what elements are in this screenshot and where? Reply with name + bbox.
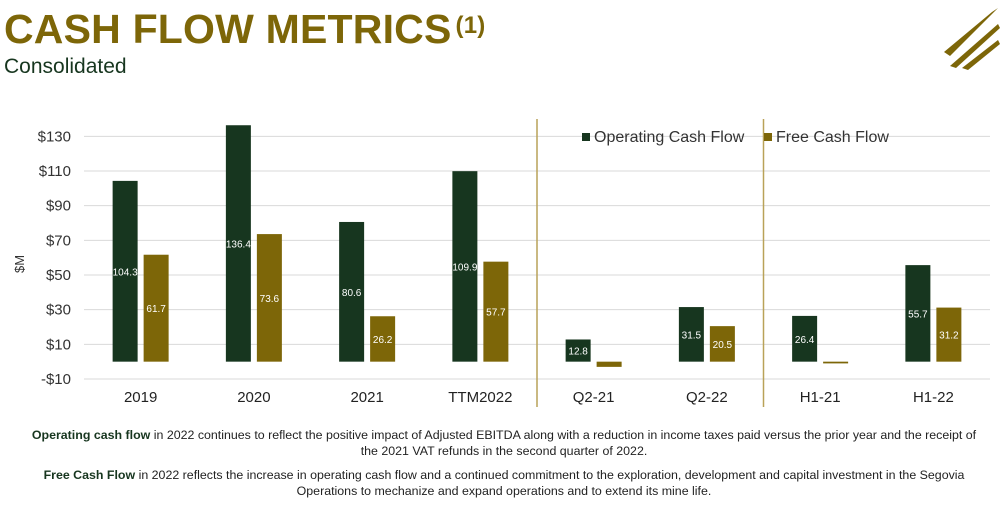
free-cash-flow-bar: [596, 361, 622, 367]
operating-cash-flow-bar: [225, 125, 251, 362]
legend-swatch: [764, 133, 772, 141]
legend: Operating Cash Flow Free Cash Flow: [582, 129, 889, 146]
operating-cash-flow-bar: [678, 307, 704, 362]
note-lead: Operating cash flow: [31, 428, 151, 442]
data-label: 26.4: [795, 335, 815, 346]
operating-cash-flow-bar: [112, 180, 138, 362]
data-label: 104.3: [113, 267, 138, 278]
free-cash-flow-bar: [483, 261, 509, 362]
data-label: 136.4: [226, 239, 251, 250]
legend-swatch: [582, 133, 590, 141]
x-tick-label: H1-22: [913, 389, 954, 406]
y-tick-label: -$10: [41, 371, 71, 388]
footnote-marker: (1): [455, 12, 486, 39]
x-tick-label: Q2-22: [686, 389, 728, 406]
y-axis: -$10 $10 $30 $50 $70 $90 $110 $130: [38, 128, 71, 388]
data-label: 20.5: [713, 340, 733, 351]
note-lead: Free Cash Flow: [43, 468, 136, 482]
operating-cash-flow-note: Operating cash flow in 2022 continues to…: [8, 427, 1000, 459]
y-tick-label: $90: [46, 198, 71, 215]
data-label: 31.2: [939, 331, 959, 342]
data-label: 26.2: [373, 335, 393, 346]
title-text: CASH FLOW METRICS: [4, 6, 452, 52]
y-tick-label: $110: [39, 163, 71, 180]
x-tick-label: H1-21: [800, 389, 841, 406]
y-tick-label: $50: [46, 267, 71, 284]
y-tick-label: $130: [38, 128, 71, 145]
data-label: 31.5: [682, 330, 702, 341]
legend-label: Free Cash Flow: [776, 129, 889, 146]
page-title: CASH FLOW METRICS (1): [4, 6, 485, 59]
x-tick-label: 2021: [350, 389, 383, 406]
x-tick-label: TTM2022: [448, 389, 512, 406]
page-subtitle: Consolidated: [4, 55, 127, 78]
x-tick-label: Q2-21: [573, 389, 615, 406]
cash-flow-chart: -$10 $10 $30 $50 $70 $90 $110 $130 $M 104.3 61.7…: [12, 119, 990, 407]
note-text: in 2022 reflects the increase in operati…: [135, 468, 965, 482]
data-label: 73.6: [260, 294, 280, 305]
data-label: 12.8: [568, 347, 588, 358]
bars: 104.3 61.7 136.4 73.6 80.6 26.2 109.9 57.7 12.8 3…: [113, 125, 962, 367]
y-axis-label: $M: [12, 255, 27, 273]
x-tick-label: 2020: [237, 389, 270, 406]
operating-cash-flow-bar: [452, 171, 478, 362]
x-tick-label: 2019: [124, 389, 157, 406]
note-text-line2: Operations to mechanize and expand opera…: [296, 484, 712, 498]
free-cash-flow-bar: [143, 254, 169, 362]
free-cash-flow-bar: [370, 316, 396, 362]
data-label: 57.7: [486, 308, 506, 319]
y-tick-label: $70: [46, 232, 71, 249]
y-tick-label: $10: [46, 336, 71, 353]
note-text-line2: the 2021 VAT refunds in the second quart…: [360, 444, 648, 458]
data-label: 61.7: [146, 304, 166, 315]
data-label: 55.7: [908, 309, 928, 320]
operating-cash-flow-bar: [905, 265, 931, 362]
legend-label: Operating Cash Flow: [594, 129, 745, 146]
free-cash-flow-bar: [936, 307, 962, 362]
y-tick-label: $30: [46, 302, 71, 319]
data-label: 80.6: [342, 288, 362, 299]
data-label: 109.9: [452, 262, 477, 273]
x-axis: 2019 2020 2021 TTM2022 Q2-21 Q2-22 H1-21 H1-22: [124, 389, 954, 406]
free-cash-flow-bar: [709, 326, 735, 362]
free-cash-flow-bar: [823, 361, 849, 364]
free-cash-flow-bar: [256, 234, 282, 362]
operating-cash-flow-bar: [565, 339, 591, 362]
operating-cash-flow-bar: [339, 221, 365, 362]
note-text: in 2022 continues to reflect the positiv…: [150, 428, 977, 442]
free-cash-flow-note: Free Cash Flow in 2022 reflects the incr…: [8, 467, 1000, 499]
operating-cash-flow-bar: [792, 315, 818, 362]
group-dividers: [536, 119, 765, 407]
company-logo-icon: [944, 8, 1000, 70]
